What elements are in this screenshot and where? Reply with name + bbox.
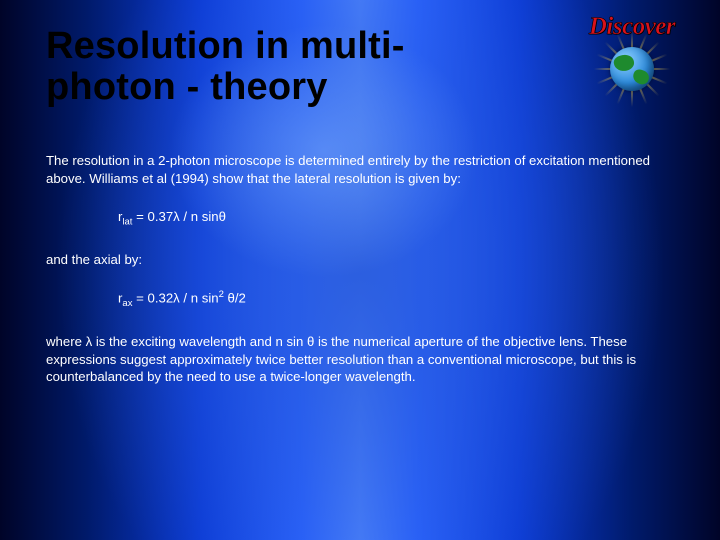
- body-content: The resolution in a 2-photon microscope …: [46, 152, 674, 386]
- logo-wordmark: Discover: [566, 14, 698, 39]
- axial-intro: and the axial by:: [46, 251, 674, 269]
- slide: Discover Resolution: [0, 0, 720, 540]
- formula-subscript: ax: [122, 298, 132, 309]
- discover-logo: Discover: [566, 14, 698, 97]
- formula-expression-post: θ/2: [224, 290, 246, 305]
- formula-expression-pre: = 0.32λ / n sin: [132, 290, 218, 305]
- page-title: Resolution in multi-photon - theory: [46, 26, 516, 108]
- lateral-resolution-formula: rlat = 0.37λ / n sinθ: [118, 208, 674, 229]
- formula-expression: = 0.37λ / n sinθ: [132, 209, 225, 224]
- globe-icon: [604, 41, 660, 97]
- conclusion-paragraph: where λ is the exciting wavelength and n…: [46, 333, 674, 386]
- formula-subscript: lat: [122, 216, 132, 227]
- axial-resolution-formula: rax = 0.32λ / n sin2 θ/2: [118, 289, 674, 311]
- intro-paragraph: The resolution in a 2-photon microscope …: [46, 152, 674, 188]
- globe-body-icon: [610, 47, 654, 91]
